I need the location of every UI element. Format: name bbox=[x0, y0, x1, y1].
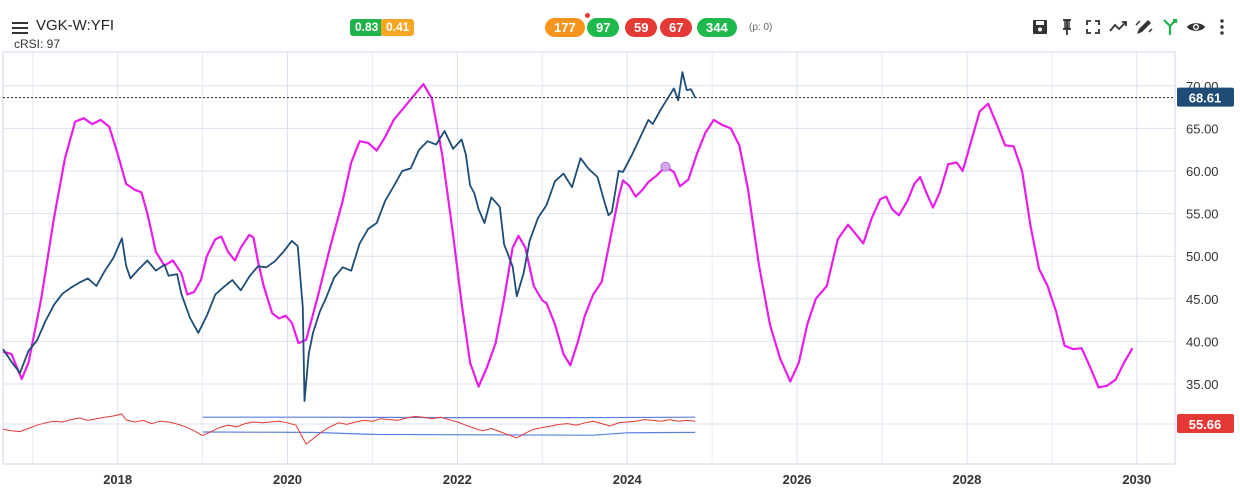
y-tick-label: 55.00 bbox=[1186, 207, 1219, 222]
draw-icon[interactable] bbox=[1134, 17, 1154, 37]
osc-series-line bbox=[2, 413, 696, 445]
symbol-title[interactable]: VGK-W:YFI bbox=[36, 17, 115, 34]
cycle-series-line bbox=[2, 83, 1134, 389]
y-tick-label: 65.00 bbox=[1186, 121, 1219, 136]
y-tick-label: 40.00 bbox=[1186, 334, 1219, 349]
y-tick-label: 60.00 bbox=[1186, 164, 1219, 179]
more-icon[interactable] bbox=[1212, 17, 1232, 37]
x-tick-label: 2018 bbox=[103, 472, 132, 487]
crsi-label: cRSI: 97 bbox=[14, 37, 61, 51]
osc-value-label: 55.66 bbox=[1189, 417, 1222, 432]
x-tick-label: 2024 bbox=[613, 472, 643, 487]
y-tick-label: 45.00 bbox=[1186, 292, 1219, 307]
plot-area bbox=[2, 51, 1176, 465]
score-badge: 0.41 bbox=[381, 19, 415, 36]
chart-header: VGK-W:YFI cRSI: 97 0.83 0.41 177 97 59 6… bbox=[0, 0, 1240, 52]
hamburger-menu-icon[interactable] bbox=[12, 22, 28, 34]
signal-pill[interactable]: 67 bbox=[660, 18, 693, 37]
trend-icon[interactable] bbox=[1108, 17, 1128, 37]
last-price-label: 68.61 bbox=[1189, 91, 1222, 106]
alert-dot bbox=[585, 13, 590, 18]
cycle-marker[interactable] bbox=[660, 161, 671, 172]
p-count: (p: 0) bbox=[749, 22, 773, 33]
y-tick-label: 50.00 bbox=[1186, 249, 1219, 264]
fullscreen-icon[interactable] bbox=[1083, 17, 1103, 37]
price-series-line bbox=[2, 71, 697, 402]
branch-icon[interactable] bbox=[1160, 17, 1180, 37]
last-price-tag bbox=[1177, 87, 1234, 107]
signal-pill[interactable]: 59 bbox=[625, 18, 658, 37]
y-tick-label: 35.00 bbox=[1186, 377, 1219, 392]
x-tick-label: 2030 bbox=[1122, 472, 1151, 487]
x-tick-label: 2026 bbox=[783, 472, 812, 487]
pin-icon[interactable] bbox=[1057, 17, 1077, 37]
x-tick-label: 2028 bbox=[952, 472, 981, 487]
x-tick-label: 2022 bbox=[443, 472, 472, 487]
save-icon[interactable] bbox=[1030, 17, 1050, 37]
signal-pill[interactable]: 344 bbox=[697, 18, 737, 37]
osc-lower-band bbox=[202, 431, 696, 436]
score-badge: 0.83 bbox=[350, 19, 384, 36]
signal-pill[interactable]: 97 bbox=[587, 18, 620, 37]
x-tick-label: 2020 bbox=[273, 472, 302, 487]
signal-pill[interactable]: 177 bbox=[545, 18, 585, 37]
osc-value-tag bbox=[1177, 414, 1234, 433]
eye-icon[interactable] bbox=[1186, 17, 1206, 37]
